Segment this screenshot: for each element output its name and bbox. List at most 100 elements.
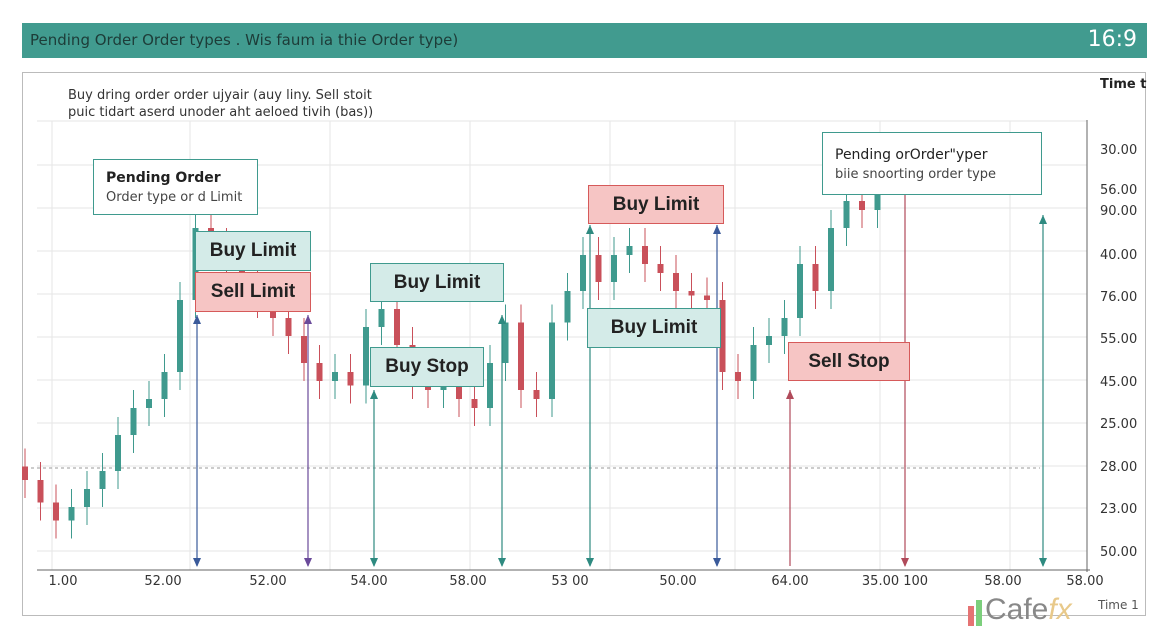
note-subtitle: Order type or d Limit xyxy=(106,190,243,205)
candle-body xyxy=(766,336,772,345)
candle-body xyxy=(859,201,865,210)
y-tick-label: 56.00 xyxy=(1100,183,1138,198)
arrow-down-icon xyxy=(586,558,594,567)
candle-body xyxy=(735,372,741,381)
candle-body xyxy=(843,201,850,228)
x-tick-label: 58.00 xyxy=(984,574,1022,589)
candle-body xyxy=(564,291,571,323)
arrow-up-icon xyxy=(586,225,594,234)
candle-body xyxy=(611,255,617,282)
x-tick-label: 54.00 xyxy=(350,574,388,589)
y-tick-label: 50.00 xyxy=(1100,545,1138,560)
candle-body xyxy=(22,466,28,480)
corner-text: Time 1 xyxy=(1098,598,1139,612)
candle-body xyxy=(130,408,137,435)
arrow-up-icon xyxy=(1039,215,1047,224)
candle-body xyxy=(285,318,292,336)
y-tick-label: 23.00 xyxy=(1100,502,1138,517)
pending-order-note: Pending Order Order type or d Limit xyxy=(93,159,258,215)
candle-body xyxy=(812,264,819,291)
candle-body xyxy=(115,435,121,471)
candle-body xyxy=(704,295,710,300)
arrow-up-icon xyxy=(370,390,378,399)
candle-body xyxy=(874,192,881,210)
y-tick-label: 90.00 xyxy=(1100,204,1138,219)
candle-body xyxy=(642,246,648,264)
arrow-up-icon xyxy=(193,315,201,324)
y-tick-label: 40.00 xyxy=(1100,248,1138,263)
x-tick-label: 58.00 xyxy=(449,574,487,589)
header-title: Pending Order Order types . Wis faum ia … xyxy=(30,31,459,49)
candle-body xyxy=(363,327,369,386)
candle-body xyxy=(828,228,834,291)
x-tick-label: 52.00 xyxy=(249,574,287,589)
x-tick-label: 64.00 xyxy=(771,574,809,589)
candle-body xyxy=(378,309,385,327)
arrow-up-icon xyxy=(786,390,794,399)
sell-stop-label: Sell Stop xyxy=(788,342,910,381)
candle-body xyxy=(394,309,400,345)
y-tick-label: 28.00 xyxy=(1100,460,1138,475)
arrow-up-icon xyxy=(304,315,312,324)
y-axis-label: Time t xyxy=(1100,77,1147,92)
buy-stop-label: Buy Stop xyxy=(370,347,484,387)
subtitle-line-1: Buy dring order order ujyair (auy liny. … xyxy=(68,88,372,103)
header-bar: Pending Order Order types . Wis faum ia … xyxy=(22,23,1147,58)
logo-text: Cafefx xyxy=(985,593,1072,626)
arrow-down-icon xyxy=(1039,558,1047,567)
subtitle-line-2: puic tidart aserd unoder aht aeloed tivi… xyxy=(68,105,374,120)
candle-body xyxy=(595,255,602,282)
candle-body xyxy=(177,300,183,372)
aspect-ratio-label: 16:9 xyxy=(1087,27,1137,52)
x-tick-label: 1.00 xyxy=(48,574,78,589)
candle-body xyxy=(673,273,679,291)
arrow-down-icon xyxy=(713,558,721,567)
y-tick-label: 76.00 xyxy=(1100,290,1138,305)
x-tick-label: 50.00 xyxy=(659,574,697,589)
y-tick-label: 55.00 xyxy=(1100,332,1138,347)
sell-limit-label: Sell Limit xyxy=(195,272,311,312)
candle-body xyxy=(797,264,803,318)
candle-body xyxy=(502,322,509,363)
candle-body xyxy=(688,291,695,296)
y-tick-label: 45.00 xyxy=(1100,375,1138,390)
candle-body xyxy=(626,246,633,255)
y-tick-label: 25.00 xyxy=(1100,417,1138,432)
candle-body xyxy=(440,385,447,390)
candle-body xyxy=(487,363,493,408)
logo-red-candle-icon xyxy=(968,606,974,626)
candle-body xyxy=(68,507,75,521)
arrow-down-icon xyxy=(304,558,312,567)
candle-body xyxy=(781,318,788,336)
candle-body xyxy=(37,480,44,503)
candle-body xyxy=(580,255,586,291)
buy-limit-label: Buy Limit xyxy=(195,231,311,271)
buy-limit-label: Buy Limit xyxy=(370,263,504,302)
chart-frame xyxy=(22,72,1146,616)
candle-body xyxy=(456,385,462,399)
candle-body xyxy=(657,264,664,273)
buy-limit-label: Buy Limit xyxy=(587,308,721,348)
arrow-down-icon xyxy=(901,558,909,567)
candle-body xyxy=(316,363,323,381)
x-tick-label: 52.00 xyxy=(144,574,182,589)
x-tick-label: 35.00 100 xyxy=(861,574,929,589)
candle-body xyxy=(719,300,726,372)
candle-body xyxy=(549,322,555,399)
candle-body xyxy=(471,399,478,408)
buy-limit-label: Buy Limit xyxy=(588,185,724,224)
pending-order-type-note: Pending orOrder"yper biie snoorting orde… xyxy=(822,132,1042,195)
arrow-down-icon xyxy=(193,558,201,567)
candle-body xyxy=(518,322,524,390)
cafefx-logo: Cafefx xyxy=(968,592,1072,626)
arrow-up-icon xyxy=(498,315,506,324)
y-tick-label: 30.00 xyxy=(1100,143,1138,158)
candle-body xyxy=(84,489,90,507)
arrow-up-icon xyxy=(713,225,721,234)
x-tick-label: 58.00 xyxy=(1066,574,1104,589)
candle-body xyxy=(301,336,307,363)
candle-body xyxy=(146,399,152,408)
candle-body xyxy=(347,372,354,386)
logo-green-candle-icon xyxy=(976,600,982,626)
